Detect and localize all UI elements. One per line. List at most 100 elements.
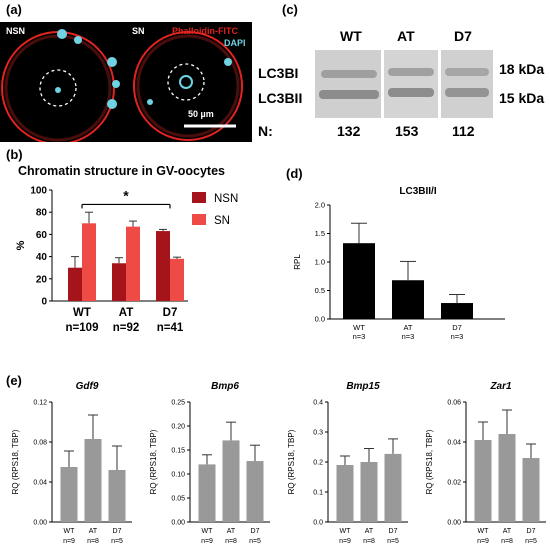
band-lc3bii [319, 90, 379, 99]
cumulus-cell [74, 36, 82, 44]
bar-at [222, 440, 240, 522]
micrograph-drawing [1, 29, 243, 145]
sn-nucleus-outline [167, 63, 205, 101]
blot-n-wt: 132 [337, 123, 361, 139]
y-tick-label: 0.05 [171, 495, 185, 502]
x-tick-label: D7 [251, 528, 260, 535]
scale-bar-label: 50 µm [188, 109, 214, 119]
chart-gdf9: Gdf9 0.00 0.04 0.08 0.12 RQ (RPS18, TBP) WT n=9… [11, 381, 132, 545]
y-tick-label: 0.00 [171, 519, 185, 526]
y-tick-label: 0.10 [171, 471, 185, 478]
bar-at [392, 280, 424, 319]
x-tick-label: AT [503, 528, 512, 535]
chart-title: Bmp15 [346, 381, 380, 392]
x-n-label: n=8 [87, 538, 99, 545]
bar-nsn-d7 [156, 231, 170, 301]
x-n-label: n=92 [113, 322, 140, 334]
lane-label-at: AT [397, 28, 415, 44]
chart-lc3b-ratio: LC3BII/I0.00.51.01.52.0RPLWTn=3ATn=3D7n=… [293, 186, 505, 341]
y-tick-label: 0 [41, 297, 47, 308]
panel-label-a: (a) [6, 2, 22, 17]
sn-chromatin-rim [179, 75, 193, 89]
y-axis-label: % [15, 240, 27, 250]
x-n-label: n=9 [201, 538, 213, 545]
x-n-label: n=8 [225, 538, 237, 545]
y-tick-label: 0.20 [171, 423, 185, 430]
stain-legend-dapi: DAPI [224, 38, 246, 48]
blot-lane-at [384, 50, 438, 118]
mw-label-18: 18 kDa [499, 61, 545, 77]
band-lc3bii [445, 88, 489, 97]
oocyte-micrograph: NSN SN Phalloidin-FITC DAPI 50 µm [0, 22, 252, 145]
y-axis-label: RQ (RPS18, TBP) [425, 429, 434, 494]
bar-at [84, 439, 102, 522]
x-n-label: n=5 [111, 538, 123, 545]
chart-title: Bmp6 [211, 381, 239, 392]
y-tick-label: 0.0 [315, 315, 325, 324]
chart-bmp15: Bmp15 0.0 0.1 0.2 0.3 0.4 RQ (RPS18, TBP) WT n=9… [287, 381, 408, 545]
x-tick-label: D7 [527, 528, 536, 535]
x-tick-label: AT [403, 323, 412, 332]
bar-nsn-wt [68, 267, 82, 301]
y-axis-label: RPL [293, 254, 302, 270]
legend-label-nsn: NSN [214, 193, 238, 205]
bar-d7 [522, 458, 540, 522]
band-lc3bi [321, 70, 377, 78]
blot-n-at: 153 [395, 123, 419, 139]
x-tick-label: WT [64, 528, 76, 535]
y-tick-label: 1.0 [315, 258, 325, 267]
x-tick-label: D7 [113, 528, 122, 535]
y-tick-label: 0.1 [313, 489, 323, 496]
y-tick-label: 0.25 [171, 399, 185, 406]
x-tick-label: WT [353, 323, 365, 332]
x-n-label: n=9 [63, 538, 75, 545]
cumulus-cell [57, 29, 67, 39]
y-tick-label: 60 [36, 230, 48, 241]
x-n-label: n=41 [157, 322, 184, 334]
bar-at [360, 462, 378, 522]
legend-swatch-nsn [192, 192, 206, 203]
lane-label-wt: WT [340, 28, 362, 44]
y-tick-label: 0.04 [33, 479, 47, 486]
cumulus-cell [107, 57, 117, 67]
y-tick-label: 20 [36, 274, 48, 285]
chart-title: LC3BII/I [399, 186, 436, 197]
chart-zar1: Zar1 0.00 0.02 0.04 0.06 RQ (RPS18, TBP) WT n=9… [425, 381, 546, 545]
band-label-lc3bi: LC3BI [258, 65, 299, 81]
legend-label-sn: SN [214, 215, 230, 227]
significance-marker: * [123, 187, 129, 203]
x-n-label: n=3 [353, 332, 366, 341]
chart-chromatin-structure: Chromatin structure in GV-oocytes 0 20 40 60… [15, 164, 238, 334]
blot-n-d7: 112 [452, 123, 475, 139]
sn-oocyte-ring [133, 31, 243, 141]
blot-lane-wt [315, 50, 381, 118]
bar-sn-wt [82, 223, 96, 301]
bar-wt [336, 465, 354, 522]
panel-label-c: (c) [282, 2, 298, 17]
x-n-label: n=5 [387, 538, 399, 545]
x-n-label: n=8 [501, 538, 513, 545]
y-tick-label: 0.02 [447, 479, 461, 486]
y-tick-label: 0.4 [313, 399, 323, 406]
y-axis-label: RQ (RPS18, TBP) [11, 429, 20, 494]
y-tick-label: 0.06 [447, 399, 461, 406]
band-label-lc3bii: LC3BII [258, 90, 303, 106]
x-n-label: n=3 [402, 332, 415, 341]
x-tick-label: AT [119, 307, 133, 319]
y-tick-label: 0.04 [447, 439, 461, 446]
y-tick-label: 0.12 [33, 399, 47, 406]
chart-title: Chromatin structure in GV-oocytes [18, 164, 225, 178]
lane-label-d7: D7 [454, 28, 472, 44]
y-axis-label: RQ (RPS18, TBP) [149, 429, 158, 494]
cumulus-cell [112, 80, 120, 88]
bar-wt [474, 440, 492, 522]
legend-swatch-sn [192, 214, 206, 225]
bar-wt [343, 243, 375, 319]
nsn-nucleus-outline [39, 69, 77, 107]
bar-d7 [384, 453, 402, 522]
y-tick-label: 0.00 [447, 519, 461, 526]
x-tick-label: WT [73, 307, 91, 319]
nsn-label: NSN [6, 26, 26, 36]
chart-bmp6: Bmp6 0.00 0.05 0.10 0.15 0.20 0.25 RQ (RPS18, T… [149, 381, 270, 545]
x-n-label: n=5 [249, 538, 261, 545]
